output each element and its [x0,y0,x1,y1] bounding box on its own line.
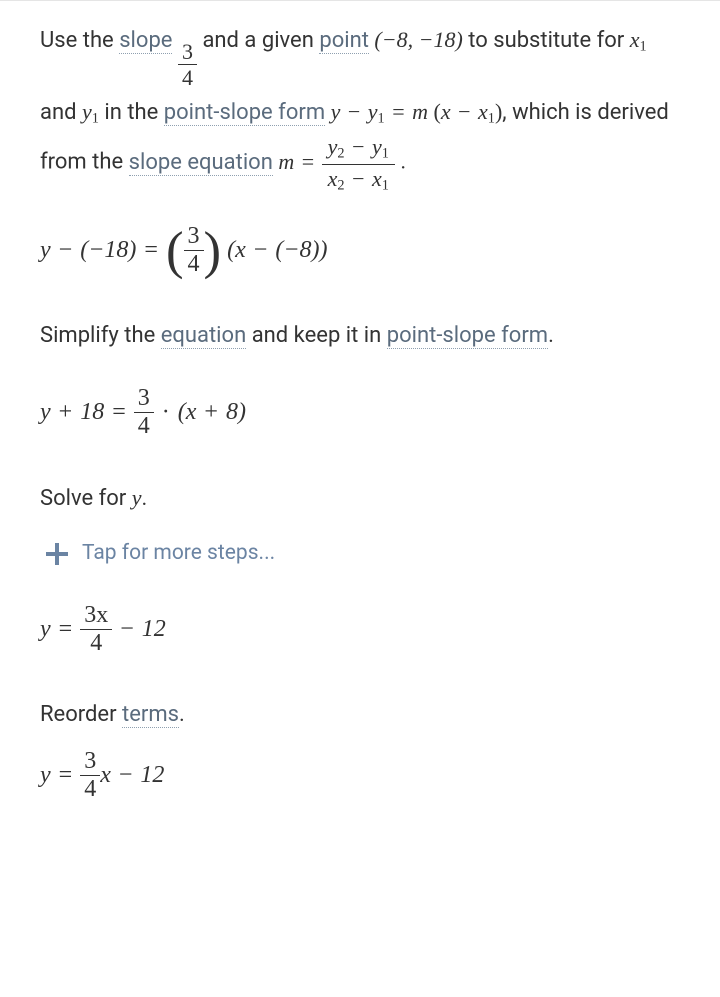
text: . [548,323,554,348]
x1: x1 [630,27,647,52]
link-point[interactable]: point [319,28,369,54]
y1: y1 [82,99,99,124]
link-terms[interactable]: terms [122,702,179,728]
equation-2: y + 18 = 34 · (x + 8) [40,385,680,441]
equation-3: y = 3x4 − 12 [40,602,680,658]
text: in the [99,100,164,125]
step-2-explanation: Simplify the equation and keep it in poi… [40,315,680,357]
link-slope-equation[interactable]: slope equation [129,150,273,176]
step-4-explanation: Reorder terms. [40,694,680,736]
text: . [179,702,185,727]
text: Solve for [40,486,132,511]
slope-equation-formula: m = y2 − y1 x2 − x1 [278,149,400,174]
tap-more-steps[interactable]: Tap for more steps... [46,534,680,574]
text: Reorder [40,702,122,727]
step-1-explanation: Use the slope 34 and a given point (−8, … [40,19,680,195]
equation-4: y = 34 x − 12 [40,748,680,804]
point-slope-formula: y − y1 = m (x − x1) [331,99,503,124]
text: and [40,100,82,125]
text: Use the [40,28,119,53]
expand-label: Tap for more steps... [82,534,275,574]
text: and keep it in [246,323,386,348]
step-3-explanation: Solve for y. [40,477,680,520]
link-point-slope-form[interactable]: point-slope form [164,100,325,126]
link-slope[interactable]: slope [119,28,172,54]
link-equation[interactable]: equation [161,323,247,349]
slope-fraction: 34 [178,27,203,52]
text: . [141,486,147,511]
text: . [400,150,406,175]
plus-icon [46,543,68,565]
text: and a given [202,28,319,53]
point-coords: (−8, −18) [374,27,462,52]
solution-steps: Use the slope 34 and a given point (−8, … [40,19,680,804]
text: to substitute for [463,28,630,53]
equation-1: y − (−18) = ( 34 ) (x − (−8)) [40,223,680,279]
text: Simplify the [40,323,161,348]
link-point-slope-form-2[interactable]: point-slope form [387,323,548,349]
